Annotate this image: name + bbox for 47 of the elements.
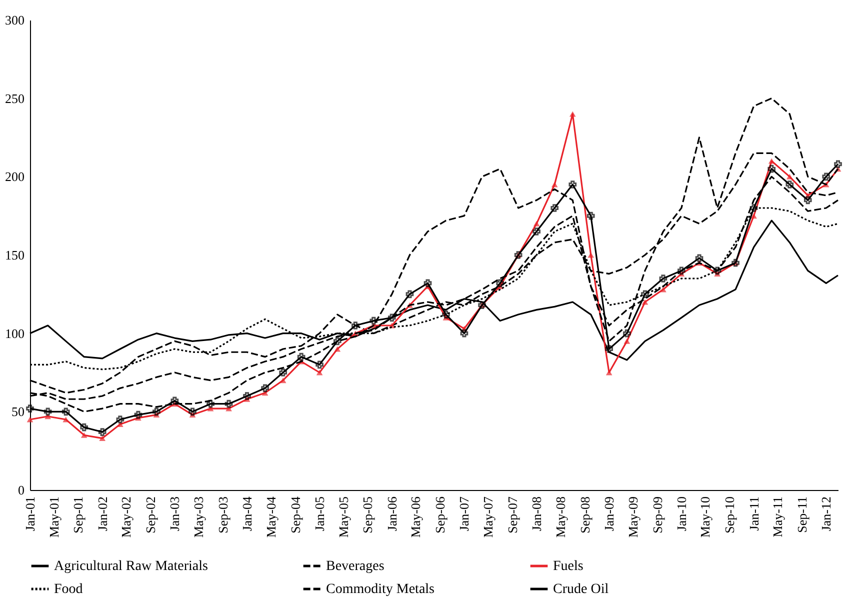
x-tick-label: May-09: [625, 496, 640, 538]
x-tick-label: Jan-06: [384, 496, 400, 532]
x-tick-label: Sep-08: [577, 496, 592, 534]
x-tick-label: May-11: [770, 496, 786, 538]
x-tick-label: Jan-12: [818, 496, 834, 532]
x-tick-label: May-02: [118, 496, 134, 538]
x-tick-label: Sep-05: [360, 496, 376, 534]
x-tick-label: Jan-09: [602, 496, 617, 532]
y-tick-label: 300: [5, 12, 24, 28]
y-tick-label: 0: [18, 482, 24, 498]
x-tick-label: Jan-08: [529, 496, 544, 532]
x-tick-label: Jan-07: [456, 496, 472, 532]
x-tick-label: Jan-04: [240, 496, 255, 532]
x-tick-label: May-07: [480, 496, 496, 538]
x-tick-label: Sep-02: [142, 496, 158, 534]
x-tick-label: Sep-01: [70, 496, 86, 534]
x-tick-label: Jan-01: [22, 496, 38, 532]
y-tick-label: 200: [5, 169, 24, 184]
x-tick-label: May-05: [336, 496, 351, 538]
x-tick-label: May-08: [553, 496, 568, 538]
x-tick-label: Sep-11: [794, 496, 810, 533]
x-tick-label: May-04: [263, 496, 278, 538]
x-tick-label: Sep-06: [432, 496, 448, 534]
legend-label: Commodity Metals: [326, 582, 434, 597]
legend-label: Fuels: [553, 559, 584, 574]
y-tick-label: 100: [5, 326, 24, 341]
x-tick-label: Jan-05: [312, 496, 328, 532]
y-tick-label: 250: [5, 90, 24, 106]
x-tick-label: Jan-10: [674, 496, 689, 532]
legend-label: Beverages: [326, 559, 384, 574]
x-tick-label: Sep-03: [215, 496, 230, 534]
x-tick-label: May-06: [408, 496, 424, 538]
x-tick-label: Sep-09: [650, 496, 665, 534]
x-tick-label: May-03: [190, 496, 206, 538]
x-tick-label: Sep-07: [504, 496, 520, 534]
x-tick-label: Sep-10: [722, 496, 738, 534]
x-tick-label: Jan-03: [167, 496, 182, 532]
x-tick-label: Sep-04: [288, 496, 303, 534]
legend-label: Crude Oil: [553, 582, 609, 597]
x-tick-label: Jan-11: [746, 496, 762, 531]
x-tick-label: Jan-02: [94, 496, 110, 532]
legend-label: Food: [54, 582, 83, 597]
y-tick-label: 50: [12, 404, 24, 420]
x-tick-label: May-01: [46, 496, 62, 538]
legend-label: Agricultural Raw Materials: [54, 559, 208, 574]
y-tick-label: 150: [5, 248, 24, 262]
x-tick-label: May-10: [698, 496, 713, 538]
